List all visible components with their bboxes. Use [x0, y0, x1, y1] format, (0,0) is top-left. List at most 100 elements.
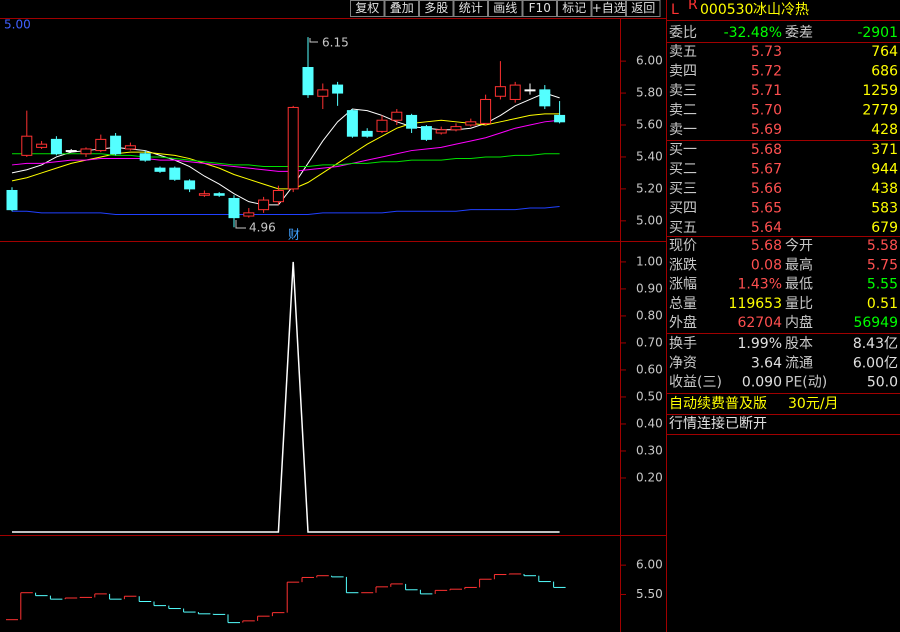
candle-body — [21, 135, 33, 156]
candle-body — [36, 143, 48, 148]
y-tick-label: 0.60 — [636, 362, 663, 376]
candle-body — [80, 148, 92, 155]
y-tick-label: 0.20 — [636, 470, 663, 484]
quote-text: 8.43亿 — [853, 336, 898, 352]
quote-text: 30元/月 — [788, 396, 839, 412]
candle-body — [376, 119, 388, 132]
toolbar-label[interactable]: +自选 — [592, 1, 626, 15]
y-tick-label: 1.00 — [636, 254, 663, 268]
toolbar-button[interactable] — [626, 0, 661, 17]
quote-text: 收益(三) — [669, 375, 722, 391]
toolbar-button[interactable] — [453, 0, 488, 17]
quote-text: 量比 — [785, 296, 813, 312]
toolbar-label[interactable]: F10 — [529, 1, 551, 15]
candle-body — [302, 67, 314, 96]
quote-text: 自动续费普及版 — [669, 395, 767, 412]
annotation: 财 — [288, 228, 300, 242]
y-tick-label: 0.50 — [636, 389, 663, 403]
toolbar-button[interactable] — [591, 0, 626, 17]
y-tick-label: 0.70 — [636, 335, 663, 349]
annotation-pointer — [235, 220, 246, 229]
quote-text: 1259 — [862, 83, 898, 99]
candle-body — [272, 189, 284, 203]
quote-text: 5.65 — [751, 201, 782, 217]
quote-text: 0.51 — [867, 296, 898, 312]
quote-text: 股本 — [785, 336, 813, 352]
candle-body — [450, 126, 462, 131]
candle-body — [346, 110, 358, 137]
quote-text: 5.68 — [751, 238, 782, 254]
toolbar-button[interactable] — [350, 0, 385, 17]
ma-line — [11, 119, 560, 172]
quote-text: 换手 — [669, 335, 697, 352]
indicator-line — [12, 261, 560, 533]
annotation-pointer — [309, 38, 318, 43]
quote-text: 冰山冷热 — [753, 2, 809, 18]
quote-text: 56949 — [853, 315, 898, 331]
candle-body — [95, 138, 107, 152]
candle-body — [287, 106, 299, 190]
toolbar-button[interactable] — [488, 0, 523, 17]
candle-body — [361, 130, 373, 137]
quote-text: 3.64 — [751, 355, 782, 371]
quote-text: 买四 — [669, 201, 697, 217]
candle-body — [406, 114, 418, 129]
quote-text: 371 — [871, 142, 898, 158]
candle-body — [228, 197, 240, 219]
y-tick-label: 5.20 — [636, 181, 663, 195]
quote-text: 764 — [871, 44, 898, 60]
candle-body — [332, 84, 344, 94]
quote-text: 1.43% — [738, 277, 782, 293]
candle-body — [169, 167, 181, 180]
quote-text: 涨幅 — [669, 277, 697, 293]
y-tick-label: 0.30 — [636, 443, 663, 457]
quote-text: 最低 — [785, 277, 813, 293]
candle-body — [554, 114, 566, 123]
quote-text: 5.69 — [751, 122, 782, 138]
quote-text: 428 — [871, 122, 898, 138]
quote-text: 买三 — [669, 181, 697, 197]
quote-text: 内盘 — [785, 314, 813, 331]
toolbar-label[interactable]: 标记 — [562, 1, 586, 15]
quote-text: 0.08 — [751, 257, 782, 273]
ma-line — [12, 153, 560, 168]
toolbar-label[interactable]: 画线 — [493, 1, 517, 15]
candle-body — [198, 193, 210, 196]
quote-text: 944 — [871, 162, 898, 178]
candle-body — [139, 153, 151, 161]
quote-text: 流通 — [785, 355, 813, 371]
y-tick-label: 5.00 — [636, 213, 663, 227]
y-tick-label: 6.00 — [636, 558, 663, 572]
candle-body — [6, 189, 18, 211]
candle-body — [65, 150, 77, 153]
quote-text: 686 — [871, 64, 898, 80]
quote-text: 0.090 — [742, 375, 782, 391]
quote-text: R — [688, 0, 698, 13]
toolbar-label[interactable]: 多股 — [424, 1, 448, 15]
toolbar-button[interactable] — [419, 0, 454, 17]
toolbar-button[interactable] — [384, 0, 419, 17]
candle-body — [420, 126, 432, 140]
quote-text: 委差 — [785, 25, 813, 41]
quote-text: 今开 — [785, 238, 813, 254]
toolbar-label[interactable]: 复权 — [355, 1, 379, 15]
candle-body — [50, 138, 62, 155]
toolbar-label[interactable]: 返回 — [631, 1, 655, 15]
quote-text: 涨跌 — [669, 257, 697, 273]
candle-body — [124, 145, 136, 150]
toolbar-label[interactable]: 统计 — [459, 1, 483, 15]
quote-text: 2779 — [862, 103, 898, 119]
quote-text: 总量 — [669, 296, 697, 312]
quote-text: 买一 — [669, 142, 697, 158]
quote-text: 净资 — [669, 355, 697, 371]
candle-body — [539, 89, 551, 107]
toolbar-label[interactable]: 叠加 — [390, 1, 414, 15]
candle-body — [494, 86, 506, 97]
toolbar-button[interactable] — [522, 0, 557, 17]
y-tick-label: 5.50 — [636, 587, 663, 601]
toolbar-button[interactable] — [557, 0, 592, 17]
quote-text: 5.70 — [751, 103, 782, 119]
quote-text: 外盘 — [669, 314, 697, 331]
quote-text: 62704 — [737, 315, 782, 331]
